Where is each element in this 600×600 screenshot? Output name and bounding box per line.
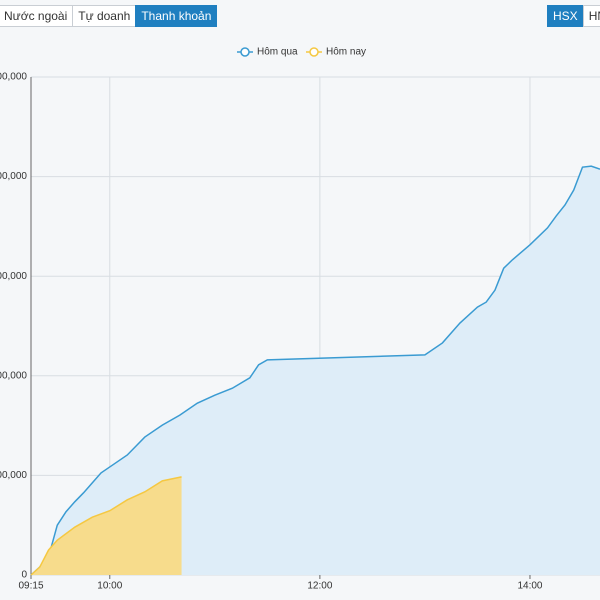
y-tick-label: 200,000 [0, 470, 27, 481]
tab-bar: Nước ngoài Tự doanh Thanh khoản [0, 5, 218, 27]
legend-label: Hôm nay [326, 47, 366, 58]
y-tick-label: 0 [21, 570, 27, 581]
x-tick-label: 12:00 [307, 581, 332, 592]
x-tick-label: 09:15 [18, 581, 43, 592]
legend-label: Hôm qua [257, 47, 298, 58]
area [31, 166, 600, 575]
y-tick-label: 600,000 [0, 271, 27, 282]
legend-marker [240, 47, 250, 57]
tab-button[interactable]: HNX [582, 5, 600, 27]
y-tick-label: 400,000 [0, 370, 27, 381]
y-tick-label: 800,000 [0, 171, 27, 182]
tab-button[interactable]: Nước ngoài [0, 5, 74, 27]
line [30, 476, 182, 576]
tab-button[interactable]: Thanh khoản [135, 5, 218, 27]
market-bar: HSXHNX [547, 5, 600, 27]
tab-button[interactable]: Tự doanh [72, 5, 137, 27]
x-tick-label: 14:00 [517, 581, 542, 592]
area [31, 476, 182, 575]
x-tick-label: 10:00 [97, 581, 122, 592]
legend-marker [309, 47, 319, 57]
y-tick-label: 1,000,000 [0, 72, 27, 83]
tab-button[interactable]: HSX [547, 5, 584, 27]
line [30, 165, 600, 576]
